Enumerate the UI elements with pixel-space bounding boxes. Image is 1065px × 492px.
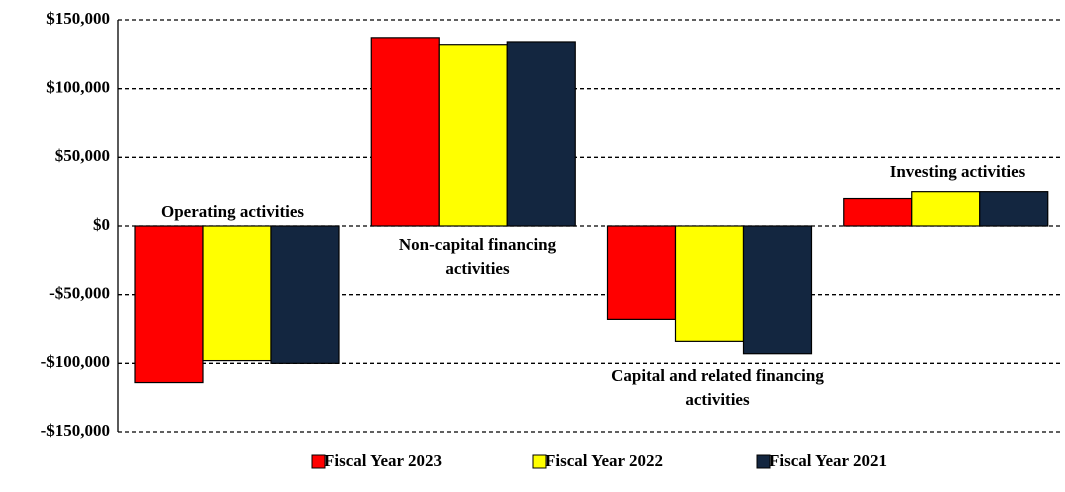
bar	[270, 225, 340, 364]
y-tick-label: -$150,000	[41, 421, 110, 440]
bar	[606, 225, 677, 320]
category-label: Operating activities	[160, 202, 305, 221]
bar	[134, 225, 204, 384]
legend-label: Fiscal Year 2021	[769, 451, 888, 470]
y-tick-label: $100,000	[46, 78, 110, 97]
y-tick-label: -$50,000	[49, 284, 110, 303]
y-tick-label: -$100,000	[41, 352, 110, 371]
bar	[674, 225, 745, 342]
legend-label: Fiscal Year 2023	[324, 451, 443, 470]
category-label: Capital and related financing activities	[611, 366, 824, 409]
bar	[979, 191, 1049, 227]
legend-swatch	[311, 454, 326, 469]
bar	[202, 225, 272, 362]
bar	[438, 44, 508, 227]
legend-label: Fiscal Year 2022	[545, 451, 664, 470]
bar	[742, 225, 813, 355]
legend-swatch	[756, 454, 771, 469]
bar	[370, 37, 440, 227]
category-label: Investing activities	[889, 162, 1026, 181]
bar	[843, 197, 913, 227]
y-tick-label: $0	[93, 215, 110, 234]
category-label: Non-capital financing activities	[398, 235, 557, 278]
y-tick-label: $50,000	[55, 146, 110, 165]
bar	[911, 191, 981, 227]
bar	[506, 41, 576, 227]
legend-swatch	[532, 454, 547, 469]
y-tick-label: $150,000	[46, 9, 110, 28]
